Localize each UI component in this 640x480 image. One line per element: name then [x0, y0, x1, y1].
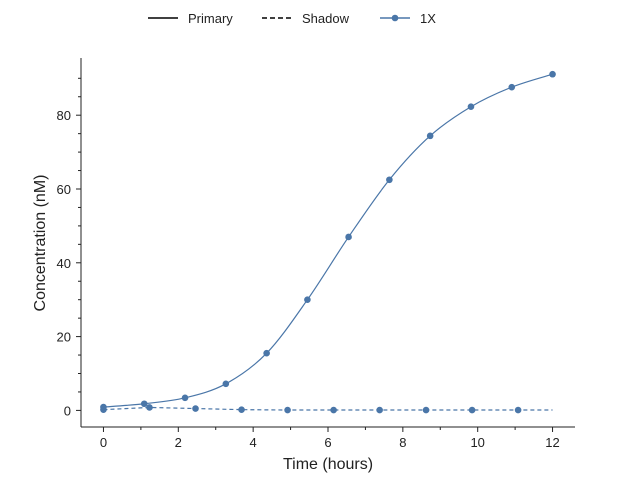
y-tick-label: 20	[57, 330, 71, 345]
primary-data-point	[345, 233, 352, 241]
y-tick-label: 60	[57, 182, 71, 197]
x-tick-label: 10	[470, 435, 484, 450]
y-tick-label: 0	[64, 403, 71, 418]
legend: Primary Shadow 1X	[148, 11, 436, 26]
primary-data-point	[304, 296, 311, 303]
x-tick-label: 2	[175, 435, 182, 450]
shadow-data-point	[376, 406, 383, 414]
x-tick-label: 6	[324, 435, 331, 450]
x-axis-title: Time (hours)	[283, 456, 373, 473]
series-layer	[100, 70, 556, 414]
x-tick-label: 0	[100, 435, 107, 450]
x-tick-label: 8	[399, 435, 406, 450]
y-tick-label: 80	[57, 108, 71, 123]
x-tick-label: 4	[250, 435, 257, 450]
legend-label-1: Primary	[188, 11, 233, 26]
primary-data-point	[467, 103, 475, 111]
shadow-data-point	[284, 406, 291, 414]
primary-data-point	[549, 70, 556, 78]
shadow-data-point	[422, 406, 430, 414]
y-axis-title: Concentration (nM)	[32, 175, 49, 312]
shadow-series-line	[103, 406, 553, 411]
primary-series-line	[103, 73, 553, 408]
shadow-data-point	[514, 406, 522, 414]
legend-label-2: Shadow	[302, 11, 350, 26]
legend-label-3: 1X	[420, 11, 436, 26]
primary-data-point	[426, 132, 434, 140]
primary-data-point	[140, 400, 148, 408]
y-tick-label: 40	[57, 256, 71, 271]
legend-marker-3	[391, 14, 399, 22]
axes: 0 2 4 6 8 10 12 0 20 40 60 80	[57, 58, 575, 450]
primary-data-point	[263, 349, 270, 357]
shadow-data-point	[146, 404, 153, 411]
primary-data-point	[508, 83, 516, 91]
primary-data-point	[222, 380, 230, 388]
x-tick-label: 12	[545, 435, 559, 450]
primary-data-point	[181, 394, 189, 402]
shadow-data-point	[468, 406, 476, 414]
shadow-data-point	[192, 405, 199, 412]
shadow-data-point	[330, 406, 337, 414]
shadow-data-point	[100, 406, 107, 413]
shadow-data-point	[238, 406, 245, 413]
primary-data-point	[386, 176, 393, 184]
